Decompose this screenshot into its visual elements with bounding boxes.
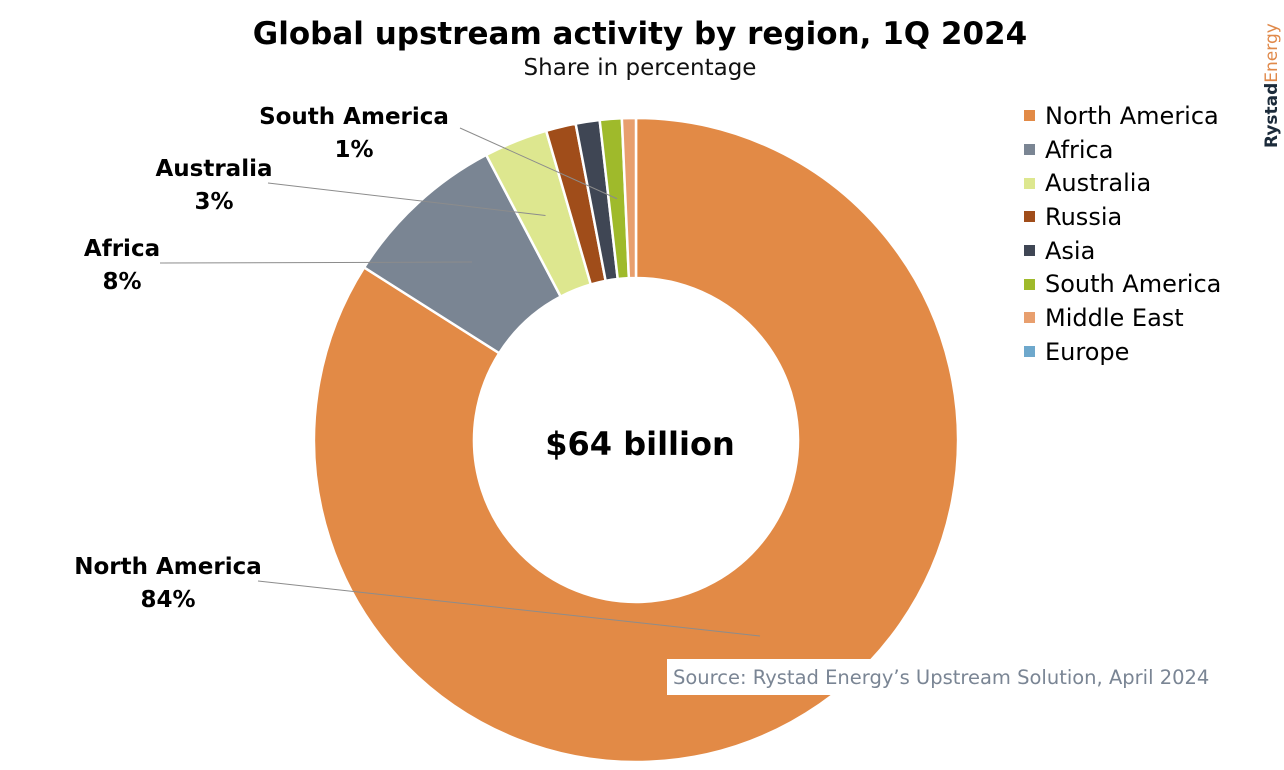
slice-label-africa: Africa [84,236,160,262]
legend-swatch [1024,211,1035,223]
slice-north-america [312,116,960,764]
leader-line-north-america [257,580,761,637]
legend-item-russia: Russia [1024,200,1221,234]
slice-percent-africa: 8% [102,269,141,295]
legend-label: Australia [1045,169,1152,198]
center-total-label: $64 billion [545,425,734,463]
legend-label: Middle East [1045,303,1184,332]
slice-middle-east [620,116,638,280]
legend-item-africa: Africa [1024,133,1221,167]
slice-percent-north-america: 84% [140,587,195,613]
legend: North America Africa Australia Russia Asia So… [1024,99,1221,369]
legend-swatch [1024,177,1035,189]
legend-item-middle-east: Middle East [1024,301,1221,335]
legend-label: Asia [1045,236,1096,265]
legend-swatch [1024,144,1035,156]
leader-line-south-america [459,127,618,200]
legend-label: Europe [1045,337,1130,366]
legend-swatch [1024,110,1035,122]
legend-label: Russia [1045,202,1123,231]
leader-line-africa [159,261,473,264]
source-note: Source: Rystad Energy’s Upstream Solutio… [667,659,1284,695]
legend-item-europe: Europe [1024,335,1221,369]
legend-item-australia: Australia [1024,166,1221,200]
legend-swatch [1024,278,1035,290]
legend-label: South America [1045,270,1222,299]
leader-line-australia [267,182,546,217]
chart-title: Global upstream activity by region, 1Q 2… [252,16,1028,52]
chart-subtitle: Share in percentage [523,55,757,81]
slice-label-south-america: South America [259,104,449,130]
legend-swatch [1024,346,1035,358]
legend-swatch [1024,245,1035,257]
legend-item-north-america: North America [1024,99,1221,133]
slice-percent-south-america: 1% [334,137,373,163]
donut-slices [312,116,960,764]
legend-label: Africa [1045,135,1114,164]
slice-label-australia: Australia [155,156,272,182]
slice-label-north-america: North America [74,554,262,580]
legend-label: North America [1045,101,1219,130]
legend-swatch [1024,312,1035,324]
slice-percent-australia: 3% [194,189,233,215]
slice-labels: North America 84% Africa 8% Australia 3% South… [74,104,449,613]
legend-item-asia: Asia [1024,234,1221,268]
leader-lines [159,127,761,637]
legend-item-south-america: South America [1024,267,1221,301]
